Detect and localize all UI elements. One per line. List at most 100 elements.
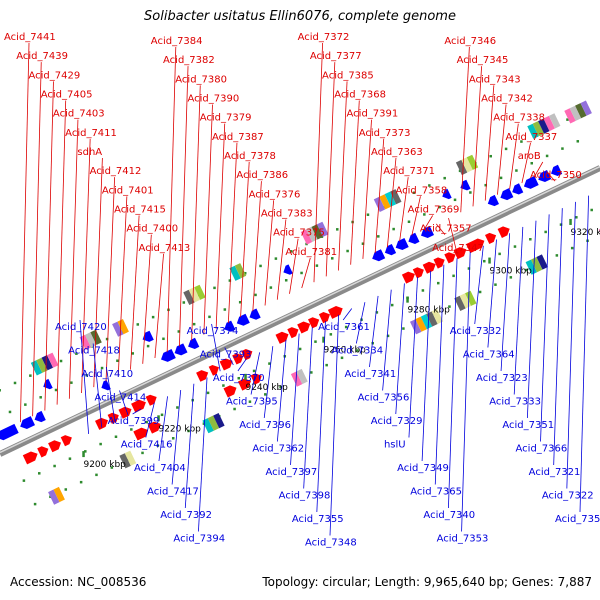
gene-leader-line: [350, 100, 360, 265]
scale-tick-label: 9200 kbp: [83, 460, 126, 470]
gene-label: Acid_7385: [322, 70, 374, 81]
reverse-gene: [372, 249, 386, 262]
track-dot: [331, 257, 334, 260]
track-dot: [315, 264, 319, 267]
gene-leader-line: [252, 181, 262, 312]
reverse-gene: [384, 244, 397, 256]
track-dot: [402, 327, 405, 330]
track-dot: [544, 230, 547, 234]
gene-leader-line: [395, 283, 405, 415]
gene-function-block: [229, 265, 241, 281]
reverse-gene: [161, 349, 176, 362]
gene-leader-line: [342, 308, 353, 321]
gene-label: Acid_7412: [90, 166, 142, 177]
gene-leader-line: [105, 177, 116, 382]
gene-leader-line: [44, 81, 54, 411]
track-dot: [448, 305, 451, 308]
gene-label: Acid_7377: [310, 51, 362, 62]
gene-leader-line: [142, 234, 152, 364]
track-dot: [208, 315, 211, 319]
gene-label: Acid_7372: [298, 32, 350, 43]
scale-tick-label: 9320 kbp: [570, 228, 600, 238]
track-dot: [114, 435, 118, 438]
forward-gene: [118, 406, 132, 419]
gene-leader-line: [132, 408, 142, 415]
gene-label: Acid_7401: [102, 185, 154, 196]
scale-tick: [157, 415, 160, 422]
gene-label: Acid_7362: [252, 444, 304, 455]
gene-label: Acid_7405: [41, 90, 93, 101]
gene-label: Acid_7334: [331, 346, 383, 357]
gene-function-block: [379, 194, 391, 210]
gene-label: Acid_7413: [139, 243, 191, 254]
gene-label: Acid_7397: [266, 467, 318, 478]
track-dot: [478, 290, 482, 294]
gene-function-block: [384, 191, 397, 207]
reverse-gene: [283, 264, 293, 275]
track-dot: [453, 198, 457, 202]
track-dot: [38, 472, 41, 475]
track-dot: [279, 385, 282, 389]
gene-function-block: [373, 196, 386, 213]
gene-label: Acid_7415: [114, 205, 166, 216]
gene-leader-line: [461, 252, 471, 532]
gene-function-block: [183, 289, 195, 306]
track-dot: [559, 223, 563, 226]
forward-gene: [308, 317, 320, 329]
gene-leader-line: [79, 319, 90, 434]
gene-leader-line: [448, 217, 458, 254]
gene-label: Acid_7441: [4, 32, 56, 43]
scale-tick-label: 9220 kbp: [158, 424, 201, 434]
track-dot: [421, 289, 425, 292]
track-dot: [515, 169, 518, 172]
track-dot: [84, 450, 87, 453]
track-dot: [213, 286, 216, 290]
gene-label: Acid_7340: [423, 510, 475, 521]
scale-tick: [244, 373, 247, 380]
forward-gene: [208, 365, 219, 376]
gene-label: Acid_7338: [493, 113, 545, 124]
reverse-gene: [101, 380, 111, 391]
track-dot: [39, 396, 42, 399]
gene-leader-line: [215, 123, 226, 329]
gene-label: Acid_7321: [529, 467, 581, 478]
gene-label: Acid_7414: [94, 393, 146, 404]
gene-leader-line: [411, 196, 421, 236]
track-dot: [24, 403, 27, 406]
track-dot: [223, 308, 227, 311]
track-dot: [566, 118, 569, 121]
gene-label: Acid_7403: [53, 109, 105, 120]
track-dot: [222, 384, 225, 387]
gene-leader-line: [513, 226, 524, 395]
track-dot: [233, 407, 236, 411]
gene-label: Acid_7323: [476, 373, 528, 384]
gene-leader-line: [264, 200, 275, 306]
gene-label: Acid_7347: [432, 243, 484, 254]
gene-leader-line: [158, 396, 168, 462]
gene-leader-line: [276, 339, 287, 442]
gene-leader-line: [145, 402, 155, 438]
track-dot: [530, 161, 533, 165]
gene-leader-line: [263, 346, 274, 419]
gene-label: Acid_7394: [173, 534, 225, 545]
gene-function-block: [306, 226, 318, 243]
gene-leader-line: [526, 220, 537, 419]
track-dot: [438, 205, 441, 209]
gene-function-block: [527, 123, 539, 139]
track-dot: [412, 191, 416, 195]
gene-label: Acid_7439: [16, 51, 68, 62]
gene-label: Acid_7356: [358, 393, 410, 404]
track-dot: [329, 333, 333, 336]
gene-leader-line: [408, 277, 418, 438]
scale-tick: [488, 257, 491, 264]
track-dot: [151, 315, 155, 319]
track-dot: [29, 374, 32, 377]
forward-gene: [37, 446, 49, 458]
track-dot: [300, 271, 303, 275]
scale-tick-label: 9260 kbp: [323, 346, 366, 356]
gene-leader-line: [540, 214, 550, 442]
track-dot: [284, 279, 288, 282]
track-dot: [243, 271, 247, 275]
gene-function-block: [575, 103, 587, 119]
gene-leader-line: [171, 389, 182, 485]
